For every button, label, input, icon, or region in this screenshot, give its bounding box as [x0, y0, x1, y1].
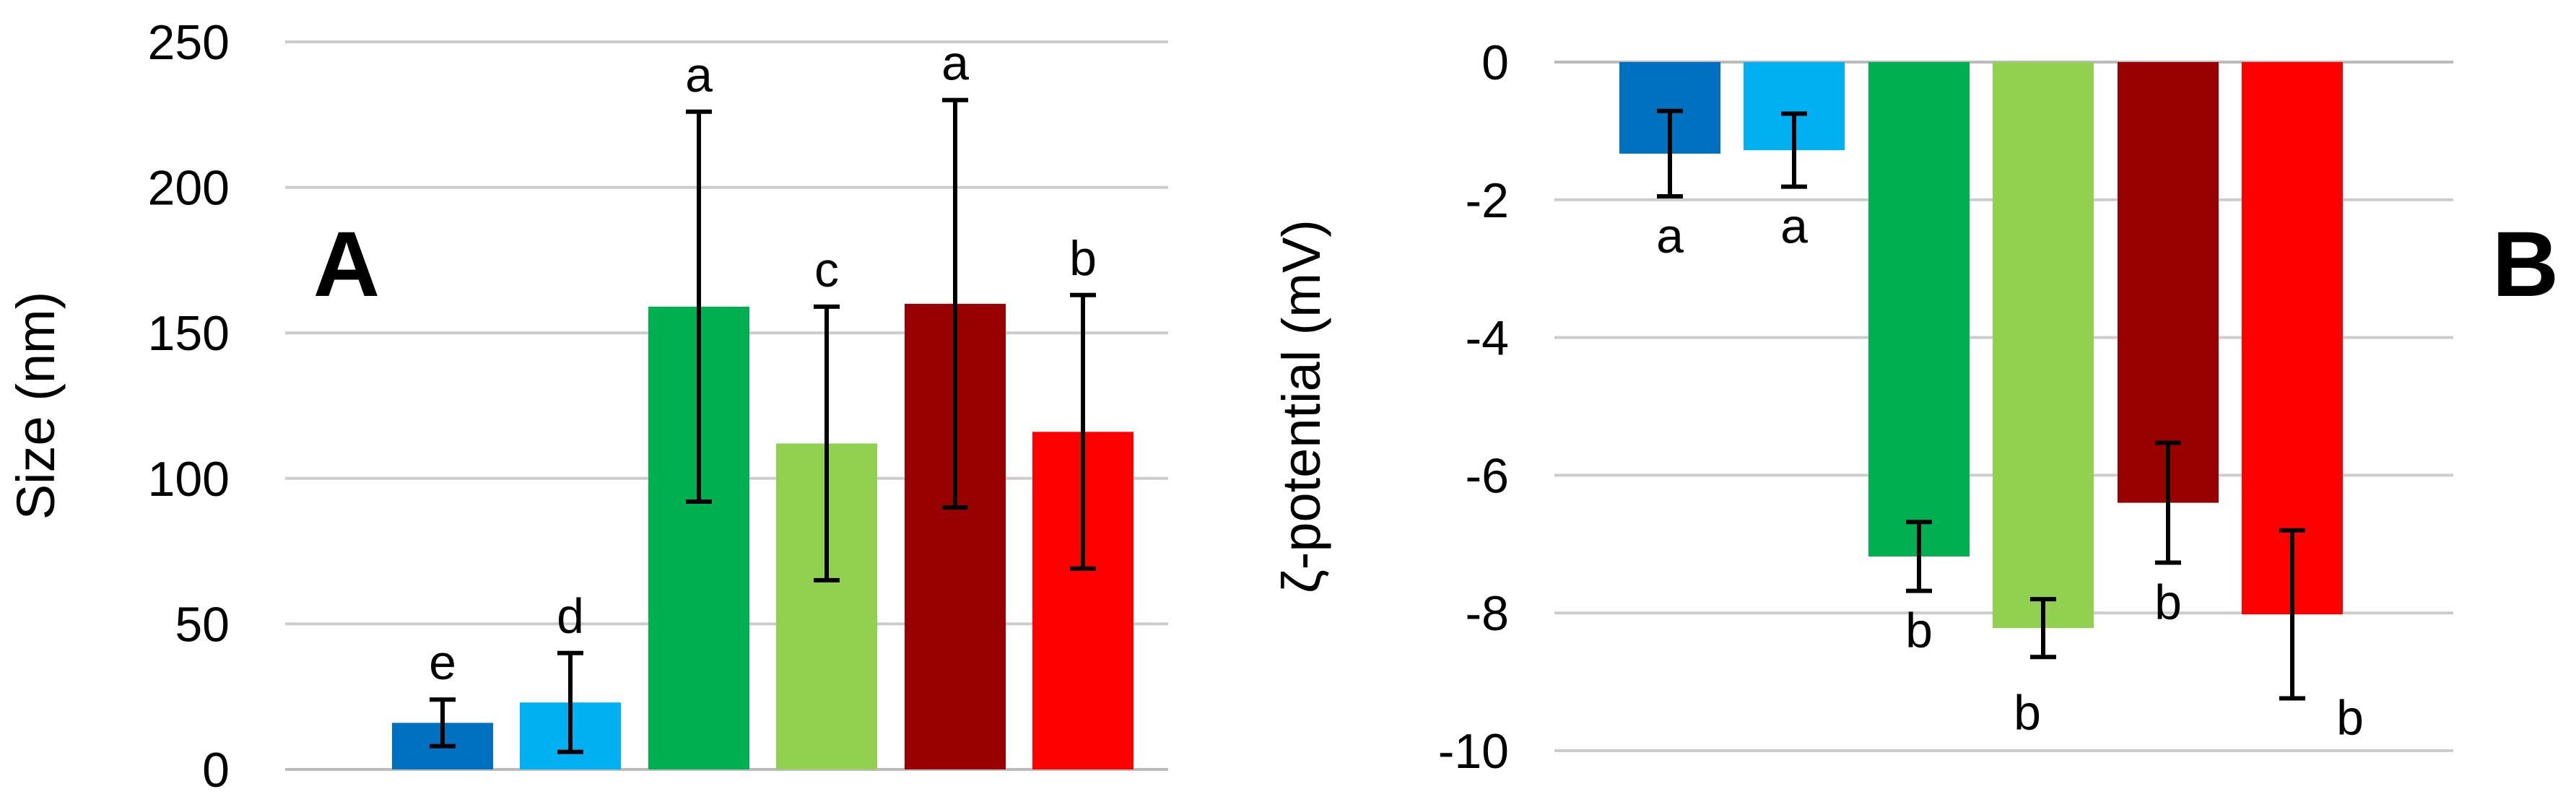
error-bar-3 — [2030, 597, 2056, 660]
significance-letter-1: d — [557, 589, 584, 644]
chart-b: 0 -2 -4 -6 -8 -10 ζ-potential (mV) Ba a b b b b — [1271, 35, 2559, 779]
error-bar-4 — [942, 97, 968, 510]
y-tick-label-1: 50 — [175, 597, 230, 652]
y-tick-label-0: 0 — [202, 743, 230, 798]
y-tick-label-4: -8 — [1466, 586, 1509, 641]
significance-letter-2: a — [685, 48, 713, 102]
bar-4 — [2118, 62, 2219, 503]
y-tick-label-3: 150 — [148, 306, 230, 361]
bar-2 — [1868, 62, 1970, 556]
error-bar-1 — [1781, 111, 1807, 189]
error-bar-1 — [557, 650, 583, 754]
y-tick-label-2: -4 — [1466, 311, 1509, 366]
y-axis-title: ζ-potential (mV) — [1271, 219, 1331, 593]
error-bar-3 — [814, 304, 840, 582]
y-tick-label-0: 0 — [1481, 35, 1509, 90]
significance-letter-2: b — [1905, 603, 1933, 658]
y-tick-label-4: 200 — [148, 161, 230, 216]
error-bar-5 — [1070, 292, 1096, 571]
y-tick-label-5: 250 — [148, 15, 230, 70]
panel-label: B — [2492, 213, 2559, 316]
bar-3 — [1993, 62, 2094, 629]
bar-5 — [2242, 62, 2343, 615]
error-bar-0 — [1657, 108, 1683, 199]
y-tick-label-1: -2 — [1466, 173, 1509, 228]
significance-letter-3: b — [2014, 685, 2041, 740]
error-bar-0 — [430, 697, 456, 748]
significance-letter-0: a — [1656, 209, 1684, 263]
significance-letter-3: c — [814, 243, 839, 297]
error-bar-2 — [686, 109, 712, 505]
significance-letter-4: b — [2154, 575, 2182, 630]
significance-letter-1: a — [1780, 199, 1808, 254]
significance-letter-5: b — [1069, 231, 1097, 286]
error-bar-5 — [2279, 528, 2305, 701]
significance-letter-5: b — [2336, 690, 2364, 745]
chart-a: 0 50 100 150 200 250 Size (nm) Ae d a c a b — [6, 15, 1168, 798]
error-bar-2 — [1906, 520, 1932, 593]
error-bar-4 — [2155, 440, 2181, 565]
y-tick-label-5: -10 — [1438, 724, 1509, 779]
y-axis-title: Size (nm) — [6, 292, 66, 520]
significance-letter-0: e — [429, 635, 456, 690]
y-tick-label-2: 100 — [148, 452, 230, 507]
significance-letter-4: a — [941, 36, 969, 91]
panel-label: A — [313, 213, 380, 316]
y-tick-label-3: -6 — [1466, 448, 1509, 503]
